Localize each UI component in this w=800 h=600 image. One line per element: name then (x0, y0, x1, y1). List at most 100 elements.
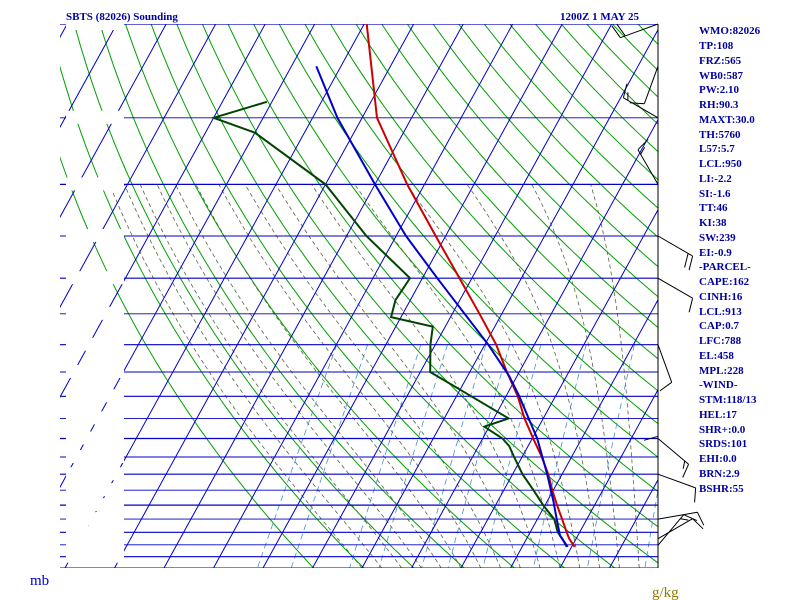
index-maxt: MAXT:30.0 (699, 114, 755, 126)
chart-title: SBTS (82026) Sounding (66, 11, 178, 23)
height-label-backing (66, 110, 124, 124)
wind-barb-shaft (657, 473, 696, 489)
height-label-backing (66, 512, 124, 526)
wind-barb-shaft (657, 511, 698, 520)
dry-adiabat (60, 65, 365, 568)
mixing-ratio-line (290, 344, 368, 568)
wind-barb-shaft (623, 97, 659, 119)
dry-adiabat (432, 24, 658, 268)
isotherm (559, 388, 658, 568)
height-label-backing (66, 229, 124, 242)
wind-barb-flag (640, 147, 646, 155)
height-label-backing (66, 498, 124, 512)
moist-adiabat (156, 184, 422, 568)
index-li: LI:-2.2 (699, 173, 732, 185)
dry-adiabat (201, 24, 658, 564)
wind-barb (657, 514, 698, 546)
dry-adiabat (99, 24, 465, 568)
moist-adiabat (195, 184, 462, 568)
height-label-backing (66, 389, 124, 403)
parcel-profile (315, 65, 569, 548)
isobars (60, 24, 658, 568)
wind-barb (657, 473, 697, 503)
height-label-backing (66, 306, 124, 320)
height-label-backing (66, 483, 124, 497)
isotherm (114, 24, 415, 568)
wind-barb-shaft (657, 344, 673, 383)
wind-barb-flag (622, 83, 628, 98)
height-label-backing (66, 467, 124, 481)
wind-barb (657, 277, 694, 313)
wind-barb-flag (611, 25, 621, 38)
isotherm (460, 208, 658, 568)
wind-barb-flag (682, 463, 690, 478)
mixing-ratio-lines (257, 344, 658, 568)
moist-adiabat (175, 184, 442, 568)
isotherm (60, 24, 266, 399)
dry-adiabat (253, 24, 658, 493)
height-labels (66, 17, 124, 563)
height-label-backing (66, 365, 124, 378)
mixing-ratio-line (532, 344, 587, 568)
height-label-backing (66, 337, 124, 351)
wind-barb-flag (684, 253, 689, 268)
wind-barb-flag (616, 23, 626, 37)
dry-adiabats (60, 24, 658, 568)
wind-barb (611, 23, 659, 39)
isotherm (213, 24, 514, 568)
index-pw: PW:2.10 (699, 84, 740, 96)
temperature-profile (365, 24, 576, 548)
index-hel: HEL:17 (699, 409, 737, 421)
wind-barb-shaft (620, 23, 659, 39)
height-label-backing (66, 17, 124, 30)
dry-adiabat (278, 24, 658, 458)
index-cinh: CINH:16 (699, 291, 743, 303)
height-label-backing (66, 549, 124, 563)
mixing-ratio-line (644, 487, 658, 568)
wind-barb-flag (643, 435, 659, 441)
index-si: SI:-1.6 (699, 188, 731, 200)
pressure-unit-label: mb (30, 573, 49, 589)
dry-adiabat (330, 24, 658, 392)
moist-adiabats (109, 184, 640, 568)
index-th: TH:5760 (699, 129, 741, 141)
wind-barb (643, 396, 659, 441)
moist-adiabat (406, 184, 581, 568)
height-label-backing (66, 450, 124, 463)
index-lcl: LCL:950 (699, 158, 742, 170)
mixing-ratio-line (587, 344, 635, 568)
wind-barb-flag (688, 255, 694, 271)
height-label-backing (66, 525, 124, 539)
moist-adiabat (139, 184, 402, 568)
wind-barb (657, 235, 694, 271)
index-ki: KI:38 (699, 217, 727, 229)
height-label-backing (66, 177, 124, 191)
isotherm (60, 24, 217, 309)
index-wb0: WB0:587 (699, 70, 744, 82)
sounding-profiles (210, 24, 576, 548)
parcel-section-header: -PARCEL- (699, 261, 751, 273)
wind-barb-flag (682, 460, 686, 469)
index-rh: RH:90.3 (699, 99, 739, 111)
wind-barb-shaft (637, 149, 659, 185)
index-brn: BRN:2.9 (699, 468, 740, 480)
valid-time: 1200Z 1 MAY 25 (560, 11, 639, 23)
height-label-backing (66, 271, 124, 285)
index-ei: EI:-0.9 (699, 247, 732, 259)
wind-barb-flag (683, 514, 698, 522)
wind-barb-shaft (657, 235, 693, 257)
wind-barb-shaft (643, 66, 659, 104)
index-mpl: MPL:228 (699, 365, 744, 377)
dry-adiabat (150, 24, 565, 568)
dry-adiabat (60, 156, 314, 568)
wind-barb-flag (696, 511, 705, 526)
index-cap: CAP:0.7 (699, 320, 740, 332)
wind-barb-flag (692, 518, 704, 530)
isotherm (60, 24, 316, 489)
mixing-ratio-line (447, 344, 511, 568)
dry-adiabat (355, 24, 658, 360)
index-frz: FRZ:565 (699, 55, 742, 67)
index-ehi: EHI:0.0 (699, 453, 737, 465)
isotherm (510, 298, 658, 568)
wind-barb-shaft (657, 514, 685, 546)
